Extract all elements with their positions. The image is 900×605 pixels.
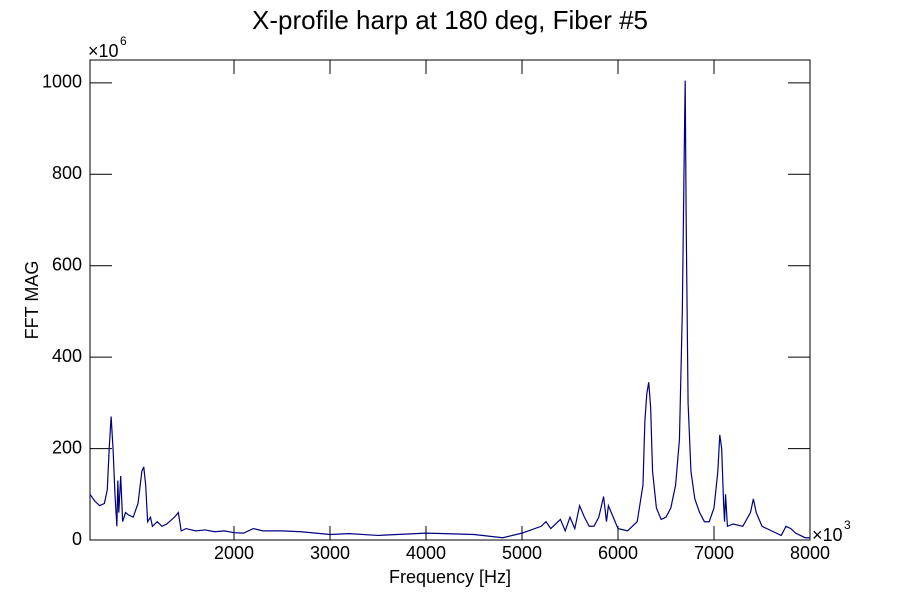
chart-title: X-profile harp at 180 deg, Fiber #5 xyxy=(252,5,648,35)
y-tick-label: 600 xyxy=(52,254,82,274)
x-tick-label: 6000 xyxy=(598,543,638,563)
x-tick-label: 8000 xyxy=(790,543,830,563)
y-axis-label: FFT MAG xyxy=(22,261,42,340)
plot-frame xyxy=(89,59,811,541)
y-tick-label: 200 xyxy=(52,437,82,457)
y-tick-label: 0 xyxy=(72,529,82,549)
series-line xyxy=(89,80,810,539)
x-tick-label: 2000 xyxy=(214,543,254,563)
x-tick-label: 7000 xyxy=(694,543,734,563)
x-tick-label: 4000 xyxy=(406,543,446,563)
y-tick-label: 400 xyxy=(52,346,82,366)
x-tick-label: 3000 xyxy=(310,543,350,563)
y-tick-label: 1000 xyxy=(42,72,82,92)
y-multiplier: ×10 xyxy=(88,41,119,61)
y-tick-label: 800 xyxy=(52,163,82,183)
y-multiplier-exp: 6 xyxy=(120,34,127,48)
x-multiplier: ×10 xyxy=(812,525,843,545)
x-multiplier-exp: 3 xyxy=(844,518,851,532)
x-tick-label: 5000 xyxy=(502,543,542,563)
x-axis-label: Frequency [Hz] xyxy=(389,567,511,587)
